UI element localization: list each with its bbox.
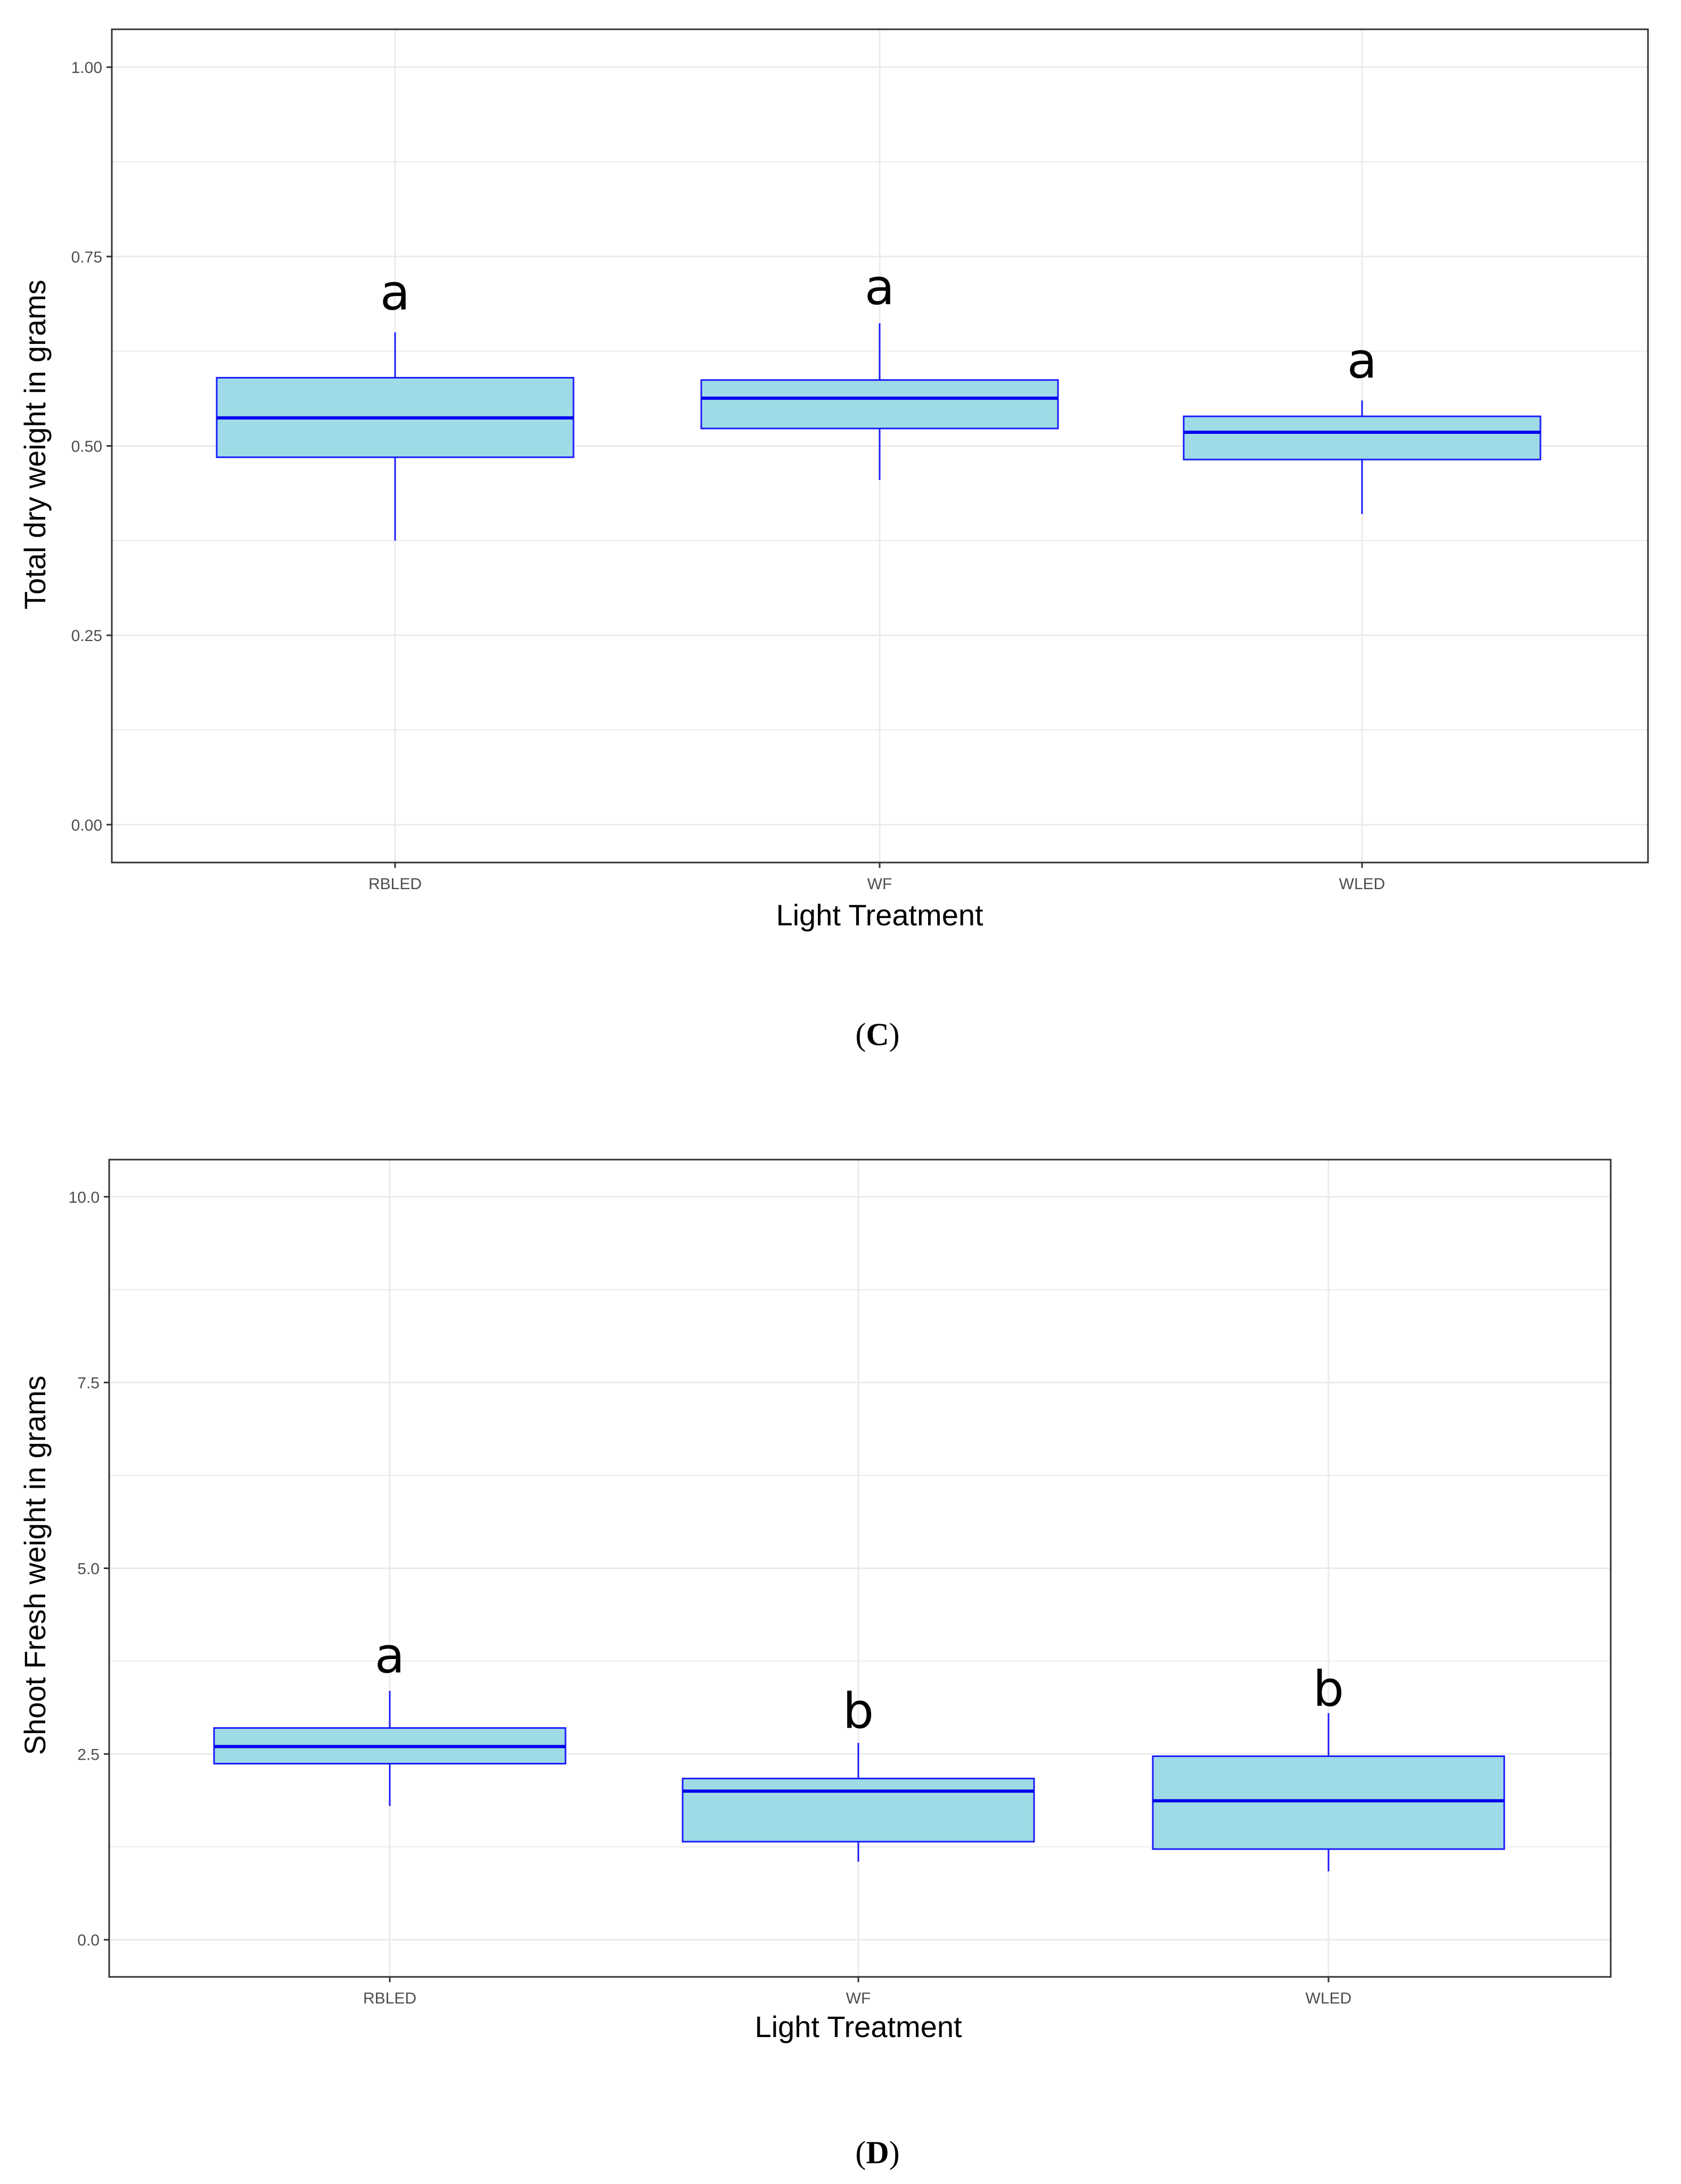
panel-d-y-tick-label: 2.5 xyxy=(77,1746,100,1763)
panel-c-significance-label: a xyxy=(1347,332,1377,389)
panel-c-box-rbled xyxy=(216,332,575,541)
panel-d-x-axis-title: Light Treatment xyxy=(755,2010,962,2043)
chart-panel-c: 0.00 0.25 0.50 0.75 1.00 RBLED WF WLED a a a Lig… xyxy=(18,28,1649,1052)
panel-d-y-tick-label: 7.5 xyxy=(77,1375,100,1392)
chart-panel-d: 0.0 2.5 5.0 7.5 10.0 RBLED WF WLED a b b Light T… xyxy=(18,1159,1612,2170)
panel-d-caption-letter: D xyxy=(866,2135,889,2170)
panel-d-significance-label: b xyxy=(1313,1661,1344,1718)
panel-d-x-tick-label: RBLED xyxy=(363,1990,416,2007)
panel-d-significance-label: b xyxy=(843,1683,874,1740)
panel-c-boxes xyxy=(216,323,1541,541)
panel-c-y-ticks: 0.00 0.25 0.50 0.75 1.00 xyxy=(71,59,112,834)
panel-d-y-axis-title: Shoot Fresh weight in grams xyxy=(18,1376,52,1755)
panel-c-x-axis-title: Light Treatment xyxy=(776,898,983,932)
panel-c-box-wled xyxy=(1183,400,1541,514)
panel-c-caption-letter: C xyxy=(866,1017,889,1052)
panel-d-boxes xyxy=(213,1690,1505,1871)
panel-c-caption: (C) xyxy=(855,1017,899,1052)
panel-d-x-tick-label: WLED xyxy=(1306,1990,1352,2007)
panel-c-x-tick-label: RBLED xyxy=(368,875,422,893)
panel-d-y-tick-label: 5.0 xyxy=(77,1561,100,1578)
panel-d-x-ticks: RBLED WF WLED xyxy=(363,1977,1351,2007)
panel-c-y-axis-title: Total dry weight in grams xyxy=(18,280,52,609)
panel-d-box-wf xyxy=(682,1743,1035,1862)
panel-d-box-rbled xyxy=(213,1690,567,1807)
panel-c-box-wf xyxy=(700,323,1059,480)
panel-d-grid-minor xyxy=(109,1289,1611,1848)
panel-c-significance-label: a xyxy=(865,259,895,316)
panel-c-x-ticks: RBLED WF WLED xyxy=(368,863,1385,893)
panel-d-caption: (D) xyxy=(855,2135,899,2170)
interquartile-box xyxy=(1152,1755,1505,1850)
panel-c-significance-label: a xyxy=(380,264,410,321)
panel-d-y-ticks: 0.0 2.5 5.0 7.5 10.0 xyxy=(69,1189,109,1949)
panel-d-y-tick-label: 10.0 xyxy=(69,1189,100,1206)
interquartile-box xyxy=(1183,415,1541,461)
panel-d-x-tick-label: WF xyxy=(846,1990,871,2007)
panel-c-significance-labels: a a a xyxy=(380,259,1377,389)
panel-d-significance-labels: ab b xyxy=(375,1627,1344,1740)
interquartile-box xyxy=(700,379,1059,430)
panel-c-y-tick-label: 0.50 xyxy=(71,438,102,456)
panel-d-significance-label: a xyxy=(375,1627,405,1684)
panel-c-y-tick-label: 0.25 xyxy=(71,627,102,645)
panel-c-y-tick-label: 0.00 xyxy=(71,817,102,834)
panel-c-y-tick-label: 0.75 xyxy=(71,249,102,266)
panel-c-x-tick-label: WF xyxy=(867,875,892,893)
panel-c-y-tick-label: 1.00 xyxy=(71,59,102,77)
panel-c-x-tick-label: WLED xyxy=(1339,875,1385,893)
panel-d-box-wled xyxy=(1152,1713,1505,1871)
panel-d-y-tick-label: 0.0 xyxy=(77,1932,100,1949)
interquartile-box xyxy=(682,1777,1035,1843)
